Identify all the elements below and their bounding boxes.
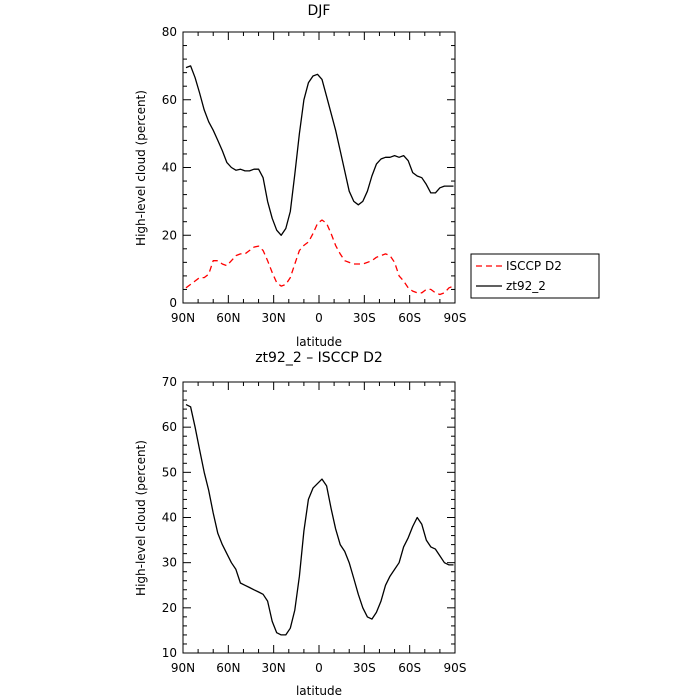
plot-frame [182,31,456,304]
x-tick-label: 90N [171,311,195,325]
plot-area: 90N 60N 30N 0 30S 60S 90S 10 20 30 40 50 60 70 [162,375,467,675]
x-tick-label: 90S [444,311,467,325]
legend: ISCCP D2 zt92_2 [470,253,600,299]
series-line-zt92-2 [185,65,454,236]
x-tick-label: 60S [398,311,421,325]
x-tick-label: 60N [216,311,240,325]
x-axis-label: latitude [296,335,342,349]
y-tick-label: 40 [162,161,177,175]
x-tick-label: 60S [398,661,421,675]
y-tick-label: 60 [162,93,177,107]
y-tick-label: 50 [162,465,177,479]
y-tick-label: 0 [169,296,177,310]
plot-frame [182,381,456,654]
chart-title: zt92_2 – ISCCP D2 [255,350,383,366]
chart-djf: DJF latitude High-level cloud (percent) … [134,3,466,349]
x-tick-label: 90S [444,661,467,675]
x-axis-label: latitude [296,684,342,698]
y-tick-label: 20 [162,228,177,242]
series-line-isccp-d2 [185,219,454,296]
legend-box [470,253,600,299]
chart-difference: zt92_2 – ISCCP D2 latitude High-level cl… [134,350,466,698]
y-tick-label: 60 [162,420,177,434]
y-tick-label: 70 [162,375,177,389]
x-tick-label: 30S [353,661,376,675]
y-tick-label: 30 [162,556,177,570]
plot-area: 90N 60N 30N 0 30S 60S 90S 0 20 40 60 80 [162,25,467,325]
x-tick-label: 0 [315,311,323,325]
y-axis-label: High-level cloud (percent) [134,90,148,246]
x-tick-label: 60N [216,661,240,675]
x-tick-label: 90N [171,661,195,675]
x-tick-label: 30S [353,311,376,325]
y-tick-label: 10 [162,646,177,660]
legend-label-zt92: zt92_2 [506,279,546,293]
x-tick-label: 0 [315,661,323,675]
y-axis-label: High-level cloud (percent) [134,440,148,596]
series-line-series-0 [185,404,454,636]
x-tick-label: 30N [262,311,286,325]
y-tick-label: 20 [162,601,177,615]
chart-title: DJF [308,3,331,19]
y-tick-label: 80 [162,25,177,39]
y-tick-label: 40 [162,511,177,525]
legend-label-isccp: ISCCP D2 [506,259,562,273]
x-tick-label: 30N [262,661,286,675]
